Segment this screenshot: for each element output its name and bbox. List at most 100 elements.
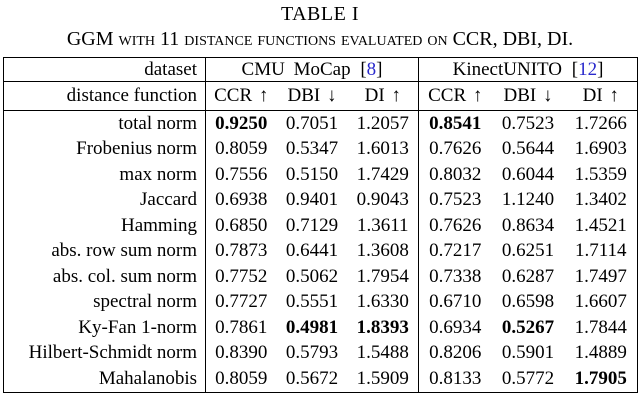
citation-link-8[interactable]: 8 bbox=[366, 58, 377, 80]
value-cell: 1.7114 bbox=[575, 240, 627, 262]
metric-header-dbi-kinect: DBI ↓ bbox=[491, 81, 565, 111]
table-row-hilbert-schmidt-norm: Hilbert-Schmidt norm 0.8390 0.5793 1.548… bbox=[3, 340, 638, 366]
value-cell: 1.6903 bbox=[574, 138, 627, 160]
dataset-header-row: dataset CMU MoCap [8] KinectUNITO [12] bbox=[3, 57, 638, 82]
value-cell: 0.7523 bbox=[429, 189, 482, 211]
value-cell: 0.8059 bbox=[215, 138, 268, 160]
row-label: Jaccard bbox=[3, 187, 206, 213]
row-label: abs. col. sum norm bbox=[3, 264, 206, 290]
value-cell: 1.7429 bbox=[347, 162, 420, 188]
table-caption: GGM with 11 distance functions evaluated… bbox=[66, 28, 574, 50]
bracket-close: ] bbox=[597, 58, 604, 80]
value-cell: 0.5772 bbox=[501, 367, 555, 389]
value-cell: 1.7497 bbox=[574, 265, 627, 287]
value-cell: 0.9401 bbox=[285, 189, 339, 211]
value-cell: 1.7954 bbox=[347, 264, 420, 290]
row-label: Frobenius norm bbox=[3, 136, 206, 162]
value-cell: 0.7626 bbox=[429, 214, 482, 236]
distance-function-header-label: distance function bbox=[3, 81, 206, 111]
value-cell: 0.8390 bbox=[215, 342, 268, 364]
value-cell: 0.6850 bbox=[215, 214, 268, 236]
value-cell: 0.5793 bbox=[285, 342, 339, 364]
value-cell: 1.4889 bbox=[574, 342, 627, 364]
value-cell: 0.5150 bbox=[285, 163, 339, 185]
dataset-name-kinect: KinectUNITO bbox=[452, 58, 563, 80]
table-row-abs-row-sum-norm: abs. row sum norm 0.7873 0.6441 1.3608 0… bbox=[3, 238, 638, 264]
row-label: max norm bbox=[3, 162, 206, 188]
value-cell: 1.7905 bbox=[574, 367, 627, 389]
value-cell: 0.5062 bbox=[285, 265, 339, 287]
table-row-max-norm: max norm 0.7556 0.5150 1.7429 0.8032 0.6… bbox=[3, 162, 638, 188]
citation-kinect: [12] bbox=[572, 59, 604, 80]
value-cell: 0.6710 bbox=[429, 291, 482, 313]
value-cell: 1.5488 bbox=[347, 340, 420, 366]
metric-header-dbi-cmu: DBI ↓ bbox=[276, 81, 348, 111]
value-cell: 1.3608 bbox=[347, 238, 420, 264]
value-cell: 0.5267 bbox=[501, 316, 555, 338]
value-cell: 1.5909 bbox=[347, 366, 420, 392]
value-cell: 0.7873 bbox=[215, 240, 268, 262]
table-row-jaccard: Jaccard 0.6938 0.9401 0.9043 0.7523 1.12… bbox=[3, 187, 638, 213]
value-cell: 0.5672 bbox=[285, 367, 339, 389]
metric-header-ccr-kinect: CCR ↑ bbox=[418, 81, 492, 111]
value-cell: 0.7626 bbox=[429, 138, 482, 160]
value-cell: 0.7523 bbox=[501, 112, 555, 134]
metric-header-row: distance function CCR ↑ DBI ↓ DI ↑ CCR ↑… bbox=[3, 81, 638, 111]
bracket-close: ] bbox=[376, 58, 383, 80]
table-row-mahalanobis: Mahalanobis 0.8059 0.5672 1.5909 0.8133 … bbox=[3, 366, 638, 392]
row-label: spectral norm bbox=[3, 289, 206, 315]
row-label: Hamming bbox=[3, 213, 206, 239]
row-label: abs. row sum norm bbox=[3, 238, 206, 264]
value-cell: 1.4521 bbox=[574, 214, 627, 236]
value-cell: 0.6934 bbox=[429, 316, 482, 338]
value-cell: 0.6598 bbox=[501, 291, 555, 313]
value-cell: 1.2057 bbox=[347, 110, 420, 137]
value-cell: 0.9043 bbox=[347, 187, 420, 213]
table-title: TABLE I bbox=[281, 3, 359, 25]
value-cell: 0.7129 bbox=[285, 214, 339, 236]
row-label: total norm bbox=[3, 110, 206, 137]
value-cell: 1.6607 bbox=[574, 291, 627, 313]
value-cell: 1.3402 bbox=[574, 189, 627, 211]
value-cell: 0.8634 bbox=[501, 214, 555, 236]
row-label: Ky-Fan 1-norm bbox=[3, 315, 206, 341]
group-header-kinectunito: KinectUNITO [12] bbox=[418, 57, 638, 82]
value-cell: 0.8032 bbox=[429, 163, 482, 185]
value-cell: 0.5551 bbox=[285, 291, 339, 313]
value-cell: 0.6251 bbox=[501, 240, 555, 262]
bracket-open: [ bbox=[360, 58, 367, 80]
value-cell: 1.7844 bbox=[574, 316, 627, 338]
value-cell: 0.6044 bbox=[501, 163, 555, 185]
value-cell: 0.7861 bbox=[215, 316, 268, 338]
results-table: dataset CMU MoCap [8] KinectUNITO [12] d… bbox=[3, 57, 639, 393]
table-row-total-norm: total norm 0.9250 0.7051 1.2057 0.8541 0… bbox=[3, 110, 638, 137]
value-cell: 0.8059 bbox=[215, 367, 268, 389]
table-row-ky-fan-1-norm: Ky-Fan 1-norm 0.7861 0.4981 1.8393 0.693… bbox=[3, 315, 638, 341]
value-cell: 0.6287 bbox=[501, 265, 555, 287]
value-cell: 1.5359 bbox=[574, 163, 627, 185]
bracket-open: [ bbox=[571, 58, 579, 80]
value-cell: 0.6441 bbox=[285, 240, 339, 262]
value-cell: 1.6013 bbox=[347, 136, 420, 162]
table-row-spectral-norm: spectral norm 0.7727 0.5551 1.6330 0.671… bbox=[3, 289, 638, 315]
value-cell: 0.8133 bbox=[429, 367, 482, 389]
value-cell: 0.9250 bbox=[215, 112, 268, 134]
metric-header-di-cmu: DI ↑ bbox=[347, 81, 420, 111]
value-cell: 1.7266 bbox=[574, 112, 627, 134]
value-cell: 1.3611 bbox=[347, 213, 420, 239]
value-cell: 0.7727 bbox=[215, 291, 268, 313]
table-row-frobenius-norm: Frobenius norm 0.8059 0.5347 1.6013 0.76… bbox=[3, 136, 638, 162]
value-cell: 1.6330 bbox=[347, 289, 420, 315]
row-label: Mahalanobis bbox=[3, 366, 206, 392]
citation-link-12[interactable]: 12 bbox=[578, 58, 598, 80]
metric-header-ccr-cmu: CCR ↑ bbox=[205, 81, 277, 111]
row-label: Hilbert-Schmidt norm bbox=[3, 340, 206, 366]
value-cell: 0.7338 bbox=[429, 265, 482, 287]
value-cell: 1.8393 bbox=[347, 315, 420, 341]
table-row-hamming: Hamming 0.6850 0.7129 1.3611 0.7626 0.86… bbox=[3, 213, 638, 239]
value-cell: 0.7051 bbox=[285, 112, 339, 134]
group-header-cmu-mocap: CMU MoCap [8] bbox=[205, 57, 420, 82]
value-cell: 0.7217 bbox=[429, 240, 482, 262]
dataset-header-label: dataset bbox=[3, 57, 206, 82]
